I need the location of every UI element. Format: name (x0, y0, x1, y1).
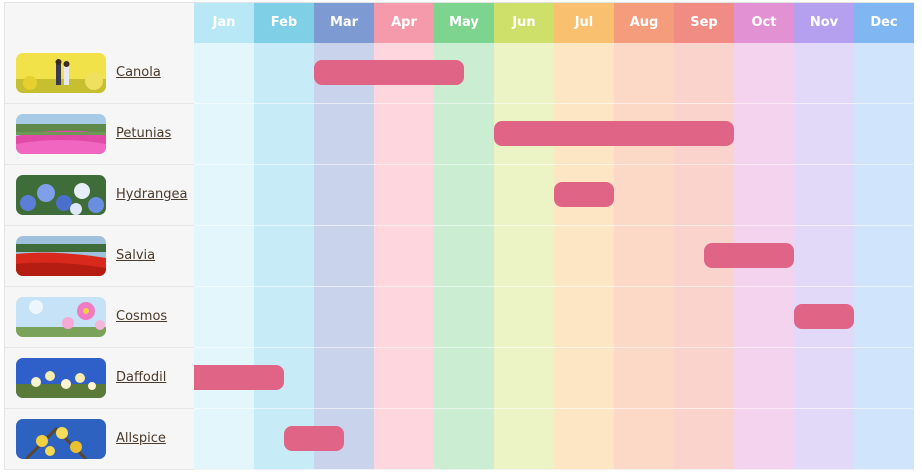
month-column: Sep (674, 3, 734, 469)
month-header: Jul (554, 3, 614, 43)
bloom-period-bar[interactable] (284, 426, 344, 451)
month-column: Jun (494, 3, 554, 469)
flower-name-link[interactable]: Cosmos (116, 309, 168, 324)
flower-row: Cosmos (5, 287, 194, 348)
row-divider (194, 469, 913, 470)
month-header: Feb (254, 3, 314, 43)
allspice-blossom-photo[interactable] (16, 419, 106, 459)
month-header: May (434, 3, 494, 43)
bloom-period-bar[interactable] (794, 304, 854, 329)
flower-row: Hydrangea (5, 165, 194, 226)
bloom-period-bar[interactable] (194, 365, 284, 390)
month-column: Jan (194, 3, 254, 469)
flower-row: Daffodil (5, 348, 194, 409)
bloom-period-bar[interactable] (554, 182, 614, 207)
bloom-period-bar[interactable] (704, 243, 794, 268)
month-header: Oct (734, 3, 794, 43)
flower-name-link[interactable]: Hydrangea (116, 187, 188, 202)
canola-field-photo[interactable] (16, 53, 106, 93)
flower-name-link[interactable]: Canola (116, 65, 161, 80)
flower-name-link[interactable]: Salvia (116, 248, 156, 263)
month-column: Dec (854, 3, 914, 469)
month-column: Nov (794, 3, 854, 469)
row-divider (194, 164, 913, 165)
row-divider (194, 103, 913, 104)
flower-row: Salvia (5, 226, 194, 287)
cosmos-photo[interactable] (16, 297, 106, 337)
month-header: Nov (794, 3, 854, 43)
month-header: Jun (494, 3, 554, 43)
row-divider (194, 347, 913, 348)
month-column: Aug (614, 3, 674, 469)
month-column: Jul (554, 3, 614, 469)
month-header: Sep (674, 3, 734, 43)
bloom-period-bar[interactable] (314, 60, 464, 85)
month-header: Mar (314, 3, 374, 43)
month-header: Aug (614, 3, 674, 43)
month-column: Oct (734, 3, 794, 469)
month-header: Apr (374, 3, 434, 43)
row-divider (194, 408, 913, 409)
flower-name-link[interactable]: Allspice (116, 431, 166, 446)
header-corner (5, 3, 194, 44)
row-divider (194, 225, 913, 226)
flower-row: Allspice (5, 409, 194, 470)
flower-name-link[interactable]: Petunias (116, 126, 172, 141)
salvia-field-photo[interactable] (16, 236, 106, 276)
flower-row: Petunias (5, 104, 194, 165)
petunia-hill-photo[interactable] (16, 114, 106, 154)
bloom-calendar: Jan Feb Mar Apr May Jun Jul Aug Sep Oct Nov Dec Can… (4, 2, 914, 470)
hydrangea-photo[interactable] (16, 175, 106, 215)
flower-row: Canola (5, 43, 194, 104)
month-header: Dec (854, 3, 914, 43)
month-column: Feb (254, 3, 314, 469)
flower-name-link[interactable]: Daffodil (116, 370, 167, 385)
bloom-period-bar[interactable] (494, 121, 734, 146)
daffodil-photo[interactable] (16, 358, 106, 398)
month-header: Jan (194, 3, 254, 43)
row-divider (194, 286, 913, 287)
